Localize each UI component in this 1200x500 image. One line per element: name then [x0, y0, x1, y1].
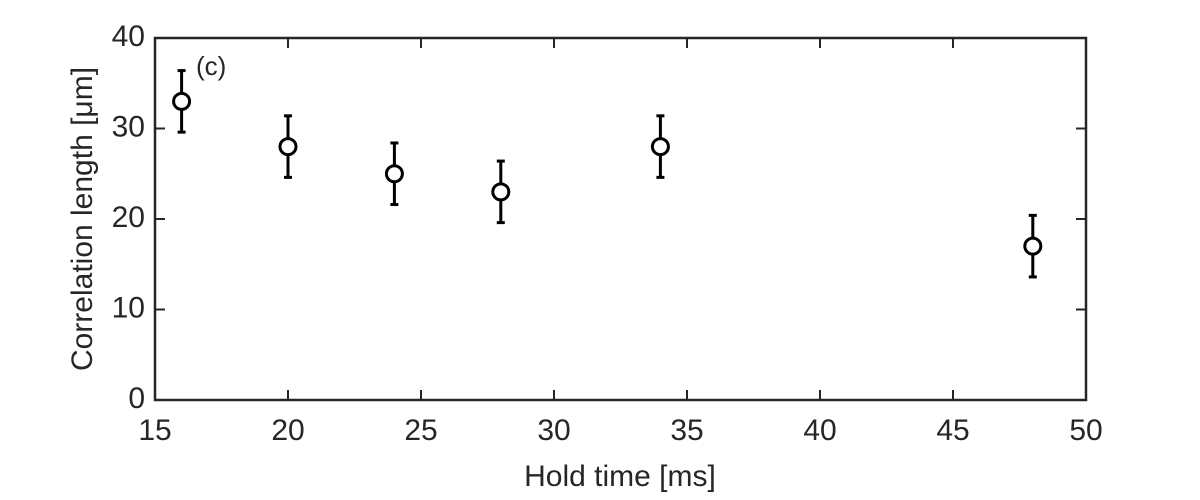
x-tick-label: 40 [803, 414, 836, 447]
x-tick-label: 30 [537, 414, 570, 447]
marker [650, 137, 670, 157]
x-tick-label: 20 [271, 414, 304, 447]
x-axis-label: Hold time [ms] [524, 460, 716, 493]
x-tick-label: 25 [404, 414, 437, 447]
marker [1023, 236, 1043, 256]
y-axis-label: Correlation length [μm] [66, 67, 99, 371]
x-tick-label: 15 [138, 414, 171, 447]
y-tick-label: 30 [112, 110, 145, 143]
marker [172, 91, 192, 111]
y-tick-label: 0 [128, 382, 145, 415]
annotation: (c) [196, 51, 226, 81]
y-tick-label: 10 [112, 291, 145, 324]
marker [491, 182, 511, 202]
x-tick-label: 50 [1069, 414, 1102, 447]
y-tick-label: 40 [112, 20, 145, 53]
marker [278, 137, 298, 157]
marker [384, 164, 404, 184]
x-tick-label: 45 [936, 414, 969, 447]
x-tick-label: 35 [670, 414, 703, 447]
y-tick-label: 20 [112, 201, 145, 234]
